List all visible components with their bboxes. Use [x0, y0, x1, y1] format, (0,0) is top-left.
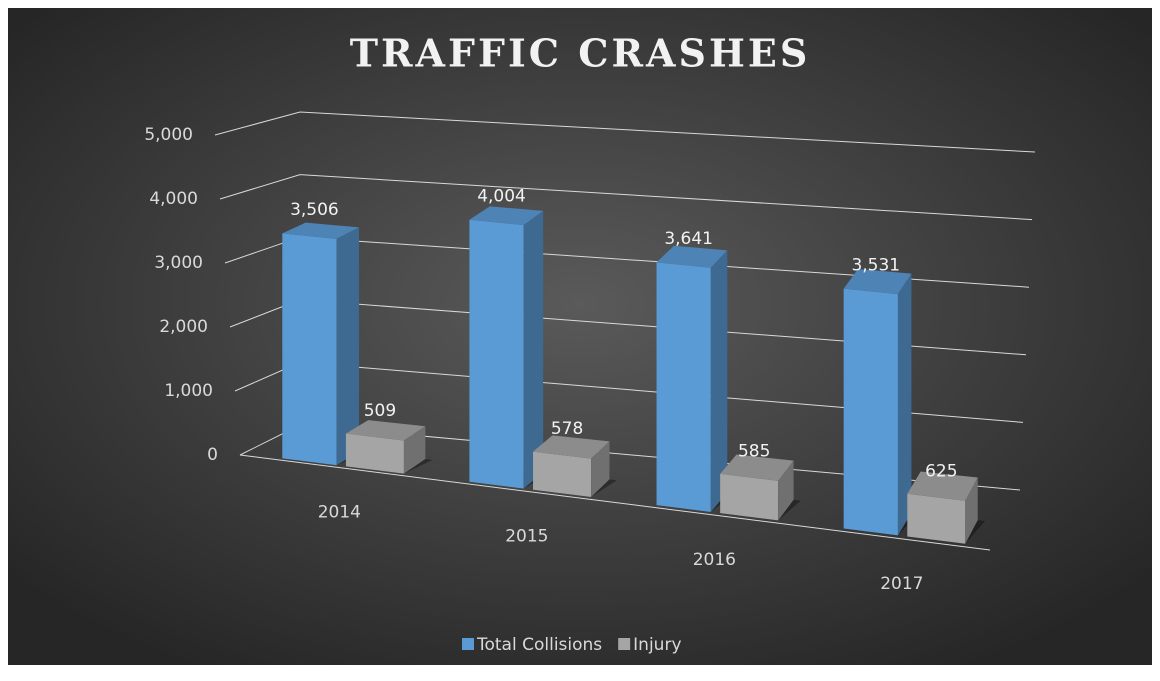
legend-swatch: [618, 638, 631, 650]
bar-top: [907, 471, 978, 501]
data-label: 3,506: [290, 200, 339, 220]
bar-side: [403, 426, 426, 474]
legend-label: Injury: [633, 635, 681, 655]
bar-top: [720, 454, 794, 481]
data-label: 585: [738, 441, 770, 461]
data-label: 3,641: [664, 229, 713, 249]
data-label: 509: [364, 401, 396, 421]
y-tick-label: 0: [207, 445, 218, 465]
grid-line: [219, 174, 1033, 221]
bar-front: [843, 288, 898, 536]
y-tick-label: 2,000: [159, 317, 208, 337]
bar-top: [282, 222, 360, 239]
bar-side: [778, 460, 794, 521]
legend-label: Total Collisions: [476, 635, 602, 655]
bar-front: [469, 219, 524, 489]
bar-front: [345, 433, 404, 474]
chart-background: [8, 8, 1152, 665]
bar-front: [656, 262, 711, 512]
y-tick-label: 1,000: [164, 381, 213, 401]
data-label: 3,531: [851, 255, 900, 275]
data-label: 4,004: [477, 186, 526, 206]
bar-front: [533, 451, 592, 497]
x-tick-label: 2016: [693, 550, 736, 570]
bar-top: [843, 268, 912, 295]
bar-side: [897, 273, 912, 536]
bar-side: [523, 210, 544, 489]
bar-side: [965, 477, 978, 544]
x-tick-label: 2015: [505, 526, 548, 546]
legend-swatch: [462, 638, 474, 650]
x-axis-line: [239, 454, 991, 551]
bar-front: [720, 473, 779, 521]
bar-side: [336, 227, 360, 466]
bar-top: [345, 420, 426, 441]
bar-top: [533, 435, 610, 459]
y-tick-label: 3,000: [154, 253, 203, 273]
x-tick-label: 2017: [880, 574, 923, 594]
data-label: 625: [925, 461, 957, 481]
bar-top: [469, 206, 544, 226]
chart-title: TRAFFIC CRASHES: [350, 31, 811, 76]
y-tick-label: 5,000: [144, 125, 193, 145]
bar-front: [907, 493, 966, 544]
data-label: 578: [551, 419, 583, 439]
bar-top: [656, 245, 728, 268]
bar-side: [591, 441, 610, 497]
x-tick-label: 2014: [318, 503, 361, 523]
bar-side: [710, 250, 728, 512]
grid-line: [214, 111, 1036, 153]
y-tick-label: 4,000: [149, 189, 198, 209]
bar-front: [282, 233, 337, 466]
